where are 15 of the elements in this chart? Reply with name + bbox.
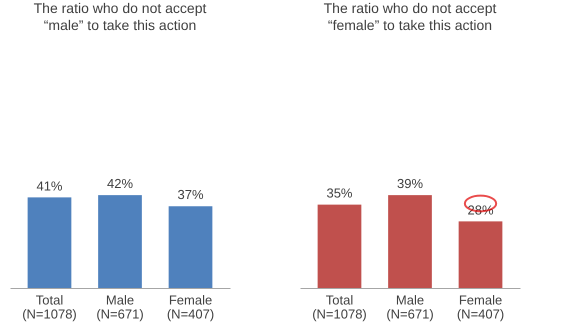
data-label: 42% [106,176,134,192]
data-label: 41% [36,178,63,194]
x-tick-label: Male (N=671) [386,292,434,322]
data-label: 39% [396,176,424,192]
text: “female” to take this action [328,17,492,33]
x-tick-label: Male (N=671) [96,292,144,322]
data-label: 35% [326,186,353,201]
data-label: 37% [177,187,204,202]
x-tick-label: Female (N=407) [456,292,504,322]
x-tick-label: Female (N=407) [166,292,214,322]
text: The ratio who do not accept [324,0,496,16]
x-tick-label: Total (N=1078) [312,292,367,322]
text: The ratio who do not accept [34,0,206,16]
text: “male” to take this action [44,17,196,33]
x-tick-label: Total (N=1078) [22,292,77,322]
